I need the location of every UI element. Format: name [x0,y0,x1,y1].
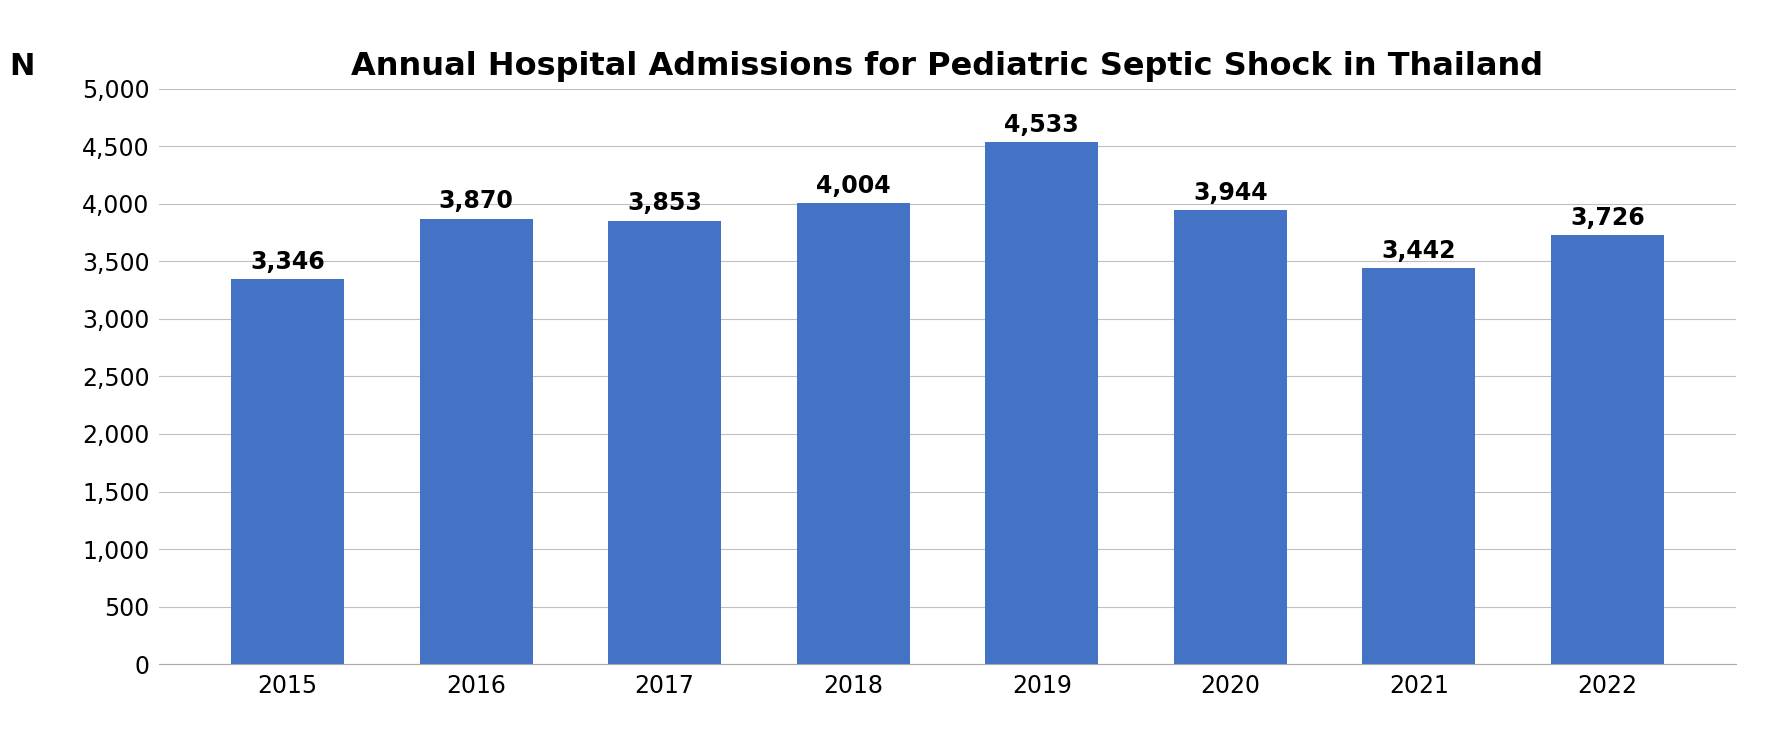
Title: Annual Hospital Admissions for Pediatric Septic Shock in Thailand: Annual Hospital Admissions for Pediatric… [351,51,1544,82]
Text: 3,944: 3,944 [1194,181,1268,205]
Bar [797,203,910,664]
Bar [985,142,1098,664]
Text: 3,346: 3,346 [250,249,324,274]
Text: 4,004: 4,004 [816,174,891,198]
Bar [607,221,721,664]
Bar [1551,235,1665,664]
Text: 3,853: 3,853 [627,191,701,215]
Text: 3,726: 3,726 [1571,206,1645,230]
Bar [1362,268,1475,664]
Text: N: N [9,52,34,80]
Text: 3,442: 3,442 [1381,239,1456,263]
Bar [230,279,344,664]
Bar [1174,210,1288,664]
Text: 4,533: 4,533 [1004,113,1079,137]
Text: 3,870: 3,870 [439,190,514,213]
Bar [420,218,533,664]
